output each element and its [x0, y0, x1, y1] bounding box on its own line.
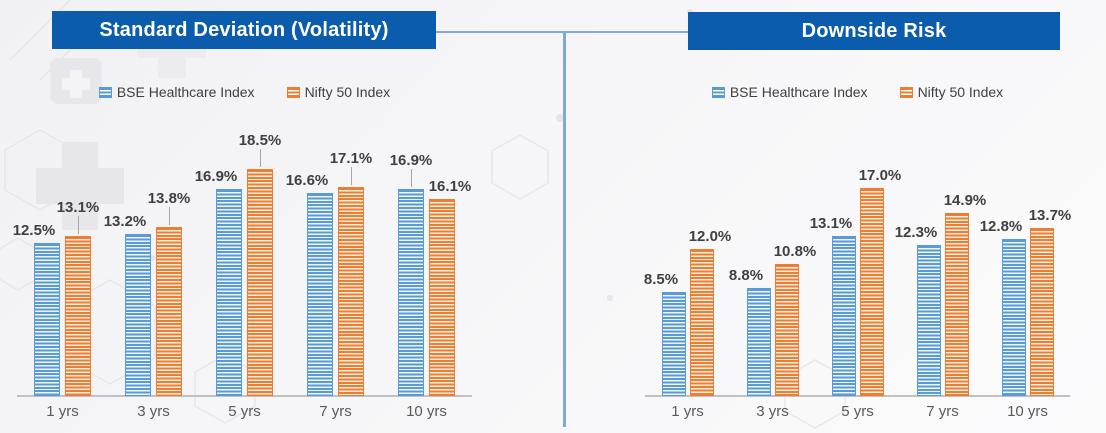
bar: [917, 245, 941, 396]
data-label: 8.8%: [728, 267, 764, 284]
legend-label: BSE Healthcare Index: [729, 84, 868, 100]
data-label-leader-line: [78, 216, 79, 234]
bar: [247, 169, 273, 396]
bar: [945, 213, 969, 396]
bar: [1030, 228, 1054, 396]
data-label: 16.9%: [389, 152, 433, 169]
category-label: 10 yrs: [406, 403, 447, 420]
legend-label: Nifty 50 Index: [917, 84, 1004, 100]
data-label: 14.9%: [943, 192, 987, 209]
data-label: 13.2%: [103, 213, 147, 230]
x-axis-line: [17, 395, 472, 397]
data-label: 12.3%: [894, 224, 938, 241]
data-label: 17.0%: [858, 167, 902, 184]
category-label: 3 yrs: [756, 403, 789, 420]
bar: [307, 193, 333, 396]
data-label: 12.8%: [979, 218, 1023, 235]
panel-divider-line: [563, 31, 566, 427]
data-label: 13.7%: [1028, 207, 1072, 224]
bar: [775, 264, 799, 396]
bar: [216, 189, 242, 396]
legend-item-bse-healthcare: BSE Healthcare Index: [98, 84, 255, 100]
data-label: 8.5%: [643, 271, 679, 288]
category-label: 7 yrs: [319, 403, 352, 420]
legend-swatch-orange-icon: [899, 86, 913, 98]
banner-connector-line: [436, 31, 688, 33]
legend-item-nifty-50: Nifty 50 Index: [286, 84, 391, 100]
legend-label: BSE Healthcare Index: [116, 84, 255, 100]
data-label: 13.8%: [147, 190, 191, 207]
category-label: 1 yrs: [46, 403, 79, 420]
chart-title-banner-volatility: Standard Deviation (Volatility): [52, 11, 436, 49]
dot-decoration: [607, 295, 613, 301]
category-label: 5 yrs: [228, 403, 261, 420]
category-label: 5 yrs: [841, 403, 874, 420]
bar: [429, 199, 455, 396]
bar: [65, 236, 91, 396]
hexagon-decoration: [491, 134, 549, 200]
legend-item-bse-healthcare: BSE Healthcare Index: [711, 84, 868, 100]
data-label-leader-line: [411, 169, 412, 187]
bar: [860, 188, 884, 396]
x-axis-line: [645, 395, 1070, 397]
legend-volatility: BSE Healthcare Index Nifty 50 Index: [17, 84, 472, 100]
bar: [156, 227, 182, 396]
legend-swatch-orange-icon: [286, 86, 300, 98]
data-label: 13.1%: [809, 215, 853, 232]
data-label: 12.0%: [688, 228, 732, 245]
data-label-leader-line: [169, 207, 170, 225]
category-label: 3 yrs: [137, 403, 170, 420]
bar: [747, 288, 771, 396]
bar: [125, 234, 151, 396]
data-label: 16.1%: [428, 178, 472, 195]
legend-swatch-blue-icon: [711, 86, 725, 98]
bar: [1002, 239, 1026, 396]
data-label: 18.5%: [238, 132, 282, 149]
data-label-leader-line: [351, 167, 352, 185]
data-label: 17.1%: [329, 150, 373, 167]
bar: [398, 189, 424, 396]
legend-item-nifty-50: Nifty 50 Index: [899, 84, 1004, 100]
legend-downside-risk: BSE Healthcare Index Nifty 50 Index: [645, 84, 1070, 100]
bar: [338, 187, 364, 396]
data-label: 12.5%: [12, 222, 56, 239]
data-label: 16.6%: [285, 172, 329, 189]
hexagon-decoration: [4, 129, 76, 211]
data-label-leader-line: [260, 149, 261, 167]
data-label: 16.9%: [194, 168, 238, 185]
legend-label: Nifty 50 Index: [304, 84, 391, 100]
category-label: 7 yrs: [926, 403, 959, 420]
bar: [34, 243, 60, 396]
bar: [832, 236, 856, 396]
legend-swatch-blue-icon: [98, 86, 112, 98]
category-label: 1 yrs: [671, 403, 704, 420]
bar: [662, 292, 686, 396]
data-label: 13.1%: [56, 199, 100, 216]
bar: [690, 249, 714, 396]
chart-title-banner-downside-risk: Downside Risk: [688, 12, 1060, 50]
data-label: 10.8%: [773, 243, 817, 260]
category-label: 10 yrs: [1007, 403, 1048, 420]
